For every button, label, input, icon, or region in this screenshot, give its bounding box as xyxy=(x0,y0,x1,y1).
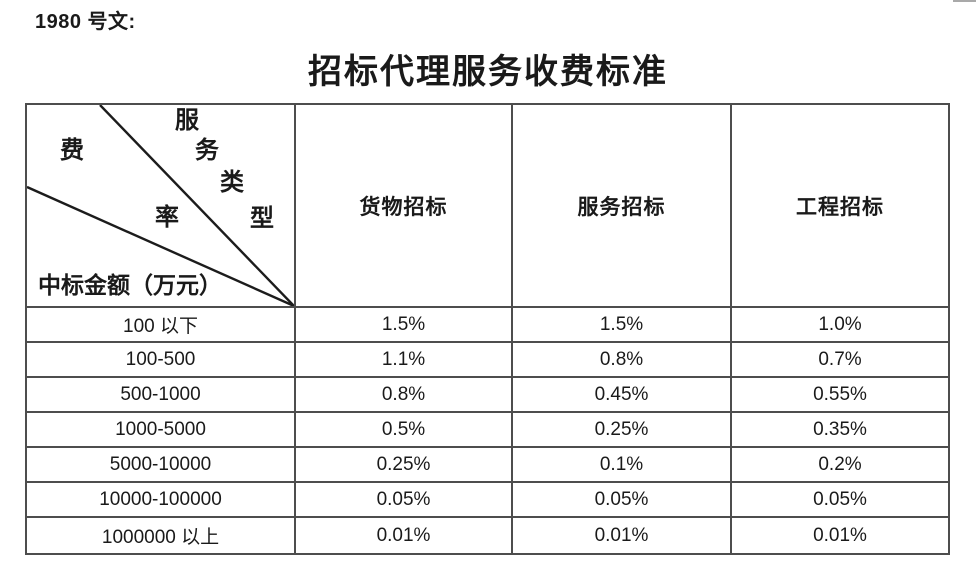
row-range-label: 500-1000 xyxy=(27,378,296,413)
rate-cell: 1.1% xyxy=(296,343,513,378)
window-edge-artifact xyxy=(953,0,976,2)
rate-cell: 0.05% xyxy=(513,483,732,518)
column-header-works: 工程招标 xyxy=(732,105,948,308)
row-range-label: 1000000 以上 xyxy=(27,518,296,553)
corner-rate-label-char: 费 xyxy=(60,138,84,164)
rate-cell: 0.8% xyxy=(296,378,513,413)
rate-cell: 0.05% xyxy=(732,483,948,518)
rate-cell: 0.5% xyxy=(296,413,513,448)
rate-cell: 0.8% xyxy=(513,343,732,378)
rate-cell: 0.55% xyxy=(732,378,948,413)
rate-cell: 0.45% xyxy=(513,378,732,413)
corner-type-label-char: 类 xyxy=(220,170,244,196)
row-axis-label: 中标金额（万元） xyxy=(38,273,222,298)
fee-standard-table: 费 率 服 务 类 型 中标金额（万元） 货物招标 服务招标 工程招标 100 … xyxy=(25,103,950,555)
rate-cell: 0.1% xyxy=(513,448,732,483)
column-header-goods: 货物招标 xyxy=(296,105,513,308)
corner-type-label-char: 务 xyxy=(195,138,219,164)
rate-cell: 0.01% xyxy=(813,524,867,546)
rate-cell: 0.7% xyxy=(732,343,948,378)
document-ref-label: 1980 号文: xyxy=(35,11,136,33)
row-range-label: 5000-10000 xyxy=(27,448,296,483)
rate-cell: 0.05% xyxy=(296,483,513,518)
corner-rate-label-char: 率 xyxy=(155,205,179,231)
rate-cell: 0.01% xyxy=(296,518,513,553)
rate-cell: 0.35% xyxy=(732,413,948,448)
row-range-label: 100-500 xyxy=(27,343,296,378)
rate-cell: 1.0% xyxy=(732,308,948,343)
corner-type-label-char: 服 xyxy=(175,108,199,134)
rate-cell: 1.5% xyxy=(513,308,732,343)
row-range-label: 10000-100000 xyxy=(27,483,296,518)
diagonal-lines-graphic xyxy=(27,105,294,306)
rate-cell: 1.5% xyxy=(296,308,513,343)
rate-cell: 0.2% xyxy=(732,448,948,483)
row-range-label: 100 以下 xyxy=(27,308,296,343)
rate-cell: 0.25% xyxy=(513,413,732,448)
rate-cell: 0.25% xyxy=(296,448,513,483)
corner-type-label-char: 型 xyxy=(250,206,274,232)
rate-cell: 0.01% xyxy=(513,518,732,553)
column-header-services: 服务招标 xyxy=(513,105,732,308)
diagonal-line-upper xyxy=(99,105,294,306)
row-range-label: 1000-5000 xyxy=(27,413,296,448)
page-title: 招标代理服务收费标准 xyxy=(308,54,668,91)
diagonal-line-lower xyxy=(27,185,294,306)
diagonal-header-cell: 费 率 服 务 类 型 中标金额（万元） xyxy=(27,105,296,308)
